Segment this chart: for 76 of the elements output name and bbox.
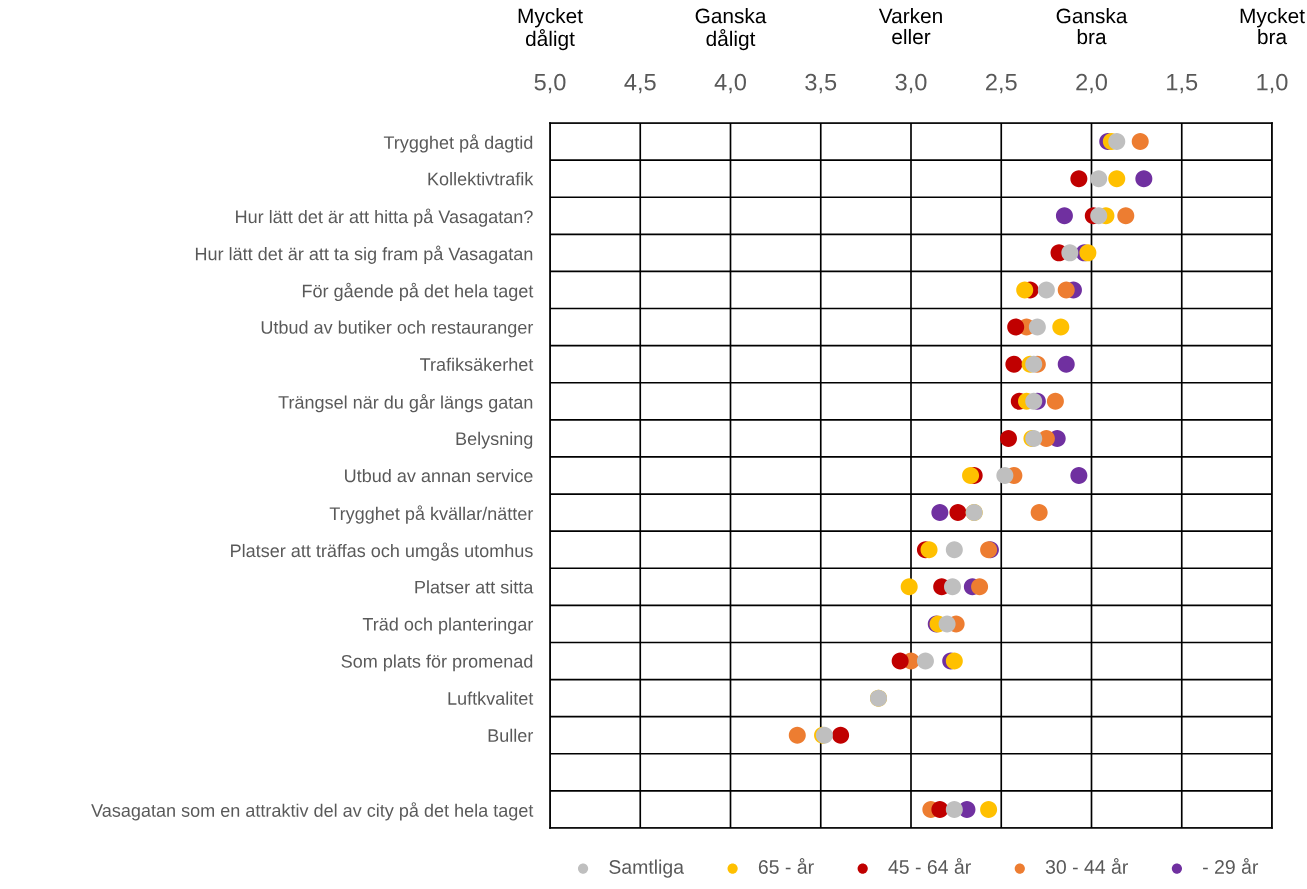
point — [931, 800, 949, 818]
y-tick-label: Som plats för promenad — [341, 654, 533, 672]
y-tick-label: Luftkvalitet — [448, 691, 534, 705]
point — [996, 466, 1014, 485]
point — [1037, 281, 1055, 299]
x-tick-label: 3,5 — [805, 73, 837, 94]
point — [1028, 318, 1046, 336]
point — [1108, 133, 1126, 151]
x-tick-label: 2,5 — [986, 73, 1017, 94]
legend-label: 45 - 64 år — [888, 858, 971, 874]
point — [1046, 392, 1064, 410]
point — [1005, 355, 1023, 373]
y-tick-label: Platser att sitta — [415, 580, 534, 594]
text: Ganska bra — [1056, 8, 1128, 45]
point — [1070, 170, 1088, 188]
y-tick-label: Hur lätt det är att hitta på Vasagatan? — [236, 208, 533, 227]
point — [1079, 244, 1097, 262]
legend-label: 65 - år — [758, 858, 814, 874]
point — [832, 726, 850, 744]
point — [1030, 504, 1048, 522]
x-tick-label: 5,0 — [534, 73, 566, 94]
y-tick-label: Trängsel när du går längs gatan — [278, 394, 533, 413]
y-tick-label: Trygghet på dagtid — [383, 134, 533, 153]
point — [1090, 170, 1108, 188]
point — [999, 429, 1017, 447]
point — [931, 504, 949, 522]
point — [1131, 133, 1149, 151]
legend-label: 30 - 44 år — [1045, 858, 1128, 874]
point — [1007, 318, 1025, 336]
point — [938, 615, 956, 633]
point — [1016, 281, 1034, 299]
x-tick-label: 2,0 — [1076, 73, 1107, 94]
point — [1090, 207, 1108, 225]
point — [788, 726, 806, 744]
point — [900, 578, 918, 596]
point — [1052, 318, 1070, 336]
y-tick-label: Utbud av butiker och restauranger — [261, 320, 534, 338]
y-tick-label: Trafiksäkerhet — [420, 357, 534, 371]
point — [891, 652, 909, 670]
y-tick-label: Vasagatan som en attraktiv del av city på det hela taget — [91, 802, 534, 821]
y-tick-label: Utbud av annan service — [345, 468, 533, 483]
point — [1108, 170, 1126, 188]
text: Mycket dåligt — [518, 8, 583, 51]
y-tick-label: Hur lätt det är att ta sig fram på Vasagatan — [195, 245, 533, 264]
y-tick-label: Buller — [488, 728, 534, 742]
y-tick-label: Träd och planteringar — [362, 617, 534, 635]
point — [920, 541, 938, 559]
text: Mycket bra — [1240, 8, 1305, 45]
point — [1057, 355, 1075, 373]
point — [1061, 244, 1079, 262]
y-tick-label: För gående på det hela taget — [302, 282, 534, 301]
x-tick-label: 3,0 — [895, 73, 927, 94]
legend-label: Samtliga — [609, 859, 684, 878]
text: Varken eller — [878, 8, 942, 45]
point — [949, 504, 967, 522]
point — [945, 541, 963, 559]
y-tick-label: Belysning — [456, 431, 533, 449]
x-tick-label: 4,0 — [714, 73, 746, 94]
y-tick-label: Trygghet på kvällar/nätter — [329, 505, 534, 524]
point — [1055, 207, 1073, 225]
point — [916, 652, 934, 670]
legend-label: - 29 år — [1203, 858, 1259, 874]
point — [971, 578, 989, 596]
point — [980, 800, 998, 818]
point — [1057, 281, 1075, 299]
x-tick-label: 1,5 — [1167, 74, 1198, 94]
point — [1117, 207, 1135, 225]
point — [1135, 170, 1153, 188]
point — [1070, 466, 1088, 485]
x-tick-label: 4,5 — [624, 74, 656, 94]
x-tick-label: 1,0 — [1257, 73, 1288, 94]
text: Ganska dåligt — [695, 8, 767, 51]
y-tick-label: Platser att träffas och umgås utomhus — [231, 542, 533, 561]
point — [945, 800, 963, 818]
point — [944, 578, 962, 596]
y-tick-label: Kollektivtrafik — [428, 172, 534, 186]
